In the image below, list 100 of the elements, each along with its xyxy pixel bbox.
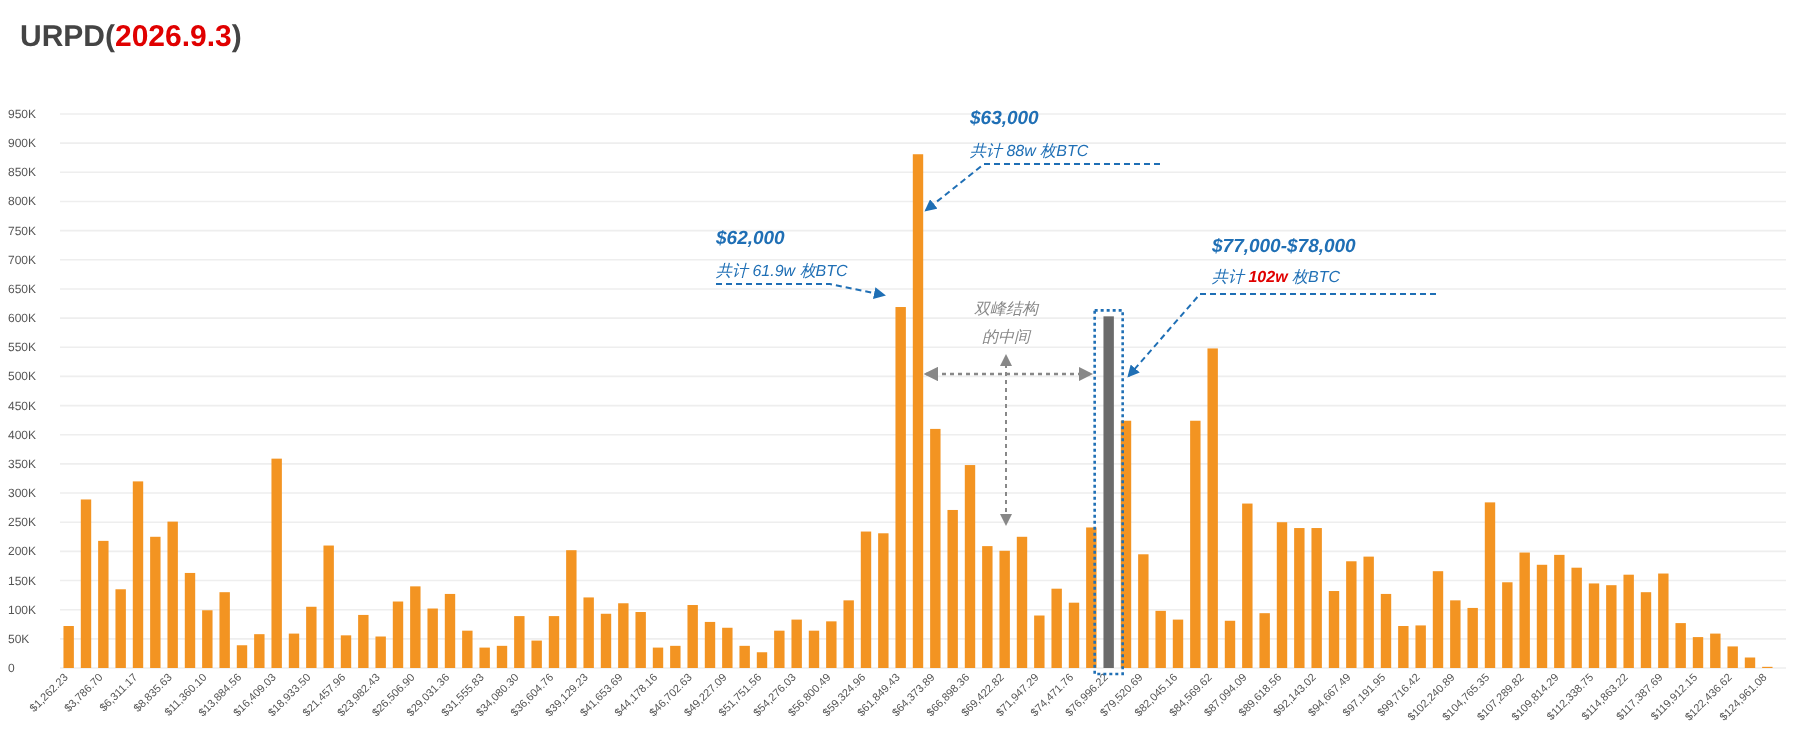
bar <box>219 592 230 668</box>
bar <box>878 533 889 668</box>
bar <box>1034 615 1045 668</box>
bar <box>583 597 594 668</box>
bar <box>1346 561 1357 668</box>
bar <box>1432 571 1444 668</box>
bar <box>63 626 74 668</box>
bar <box>98 540 109 668</box>
annotation: 共计 102w 枚BTC <box>1212 268 1341 286</box>
bar <box>1311 528 1322 668</box>
bar <box>982 546 993 668</box>
bar <box>306 606 317 668</box>
bar <box>687 605 698 668</box>
bar <box>722 627 733 668</box>
bar <box>392 601 404 668</box>
bar <box>1380 593 1392 668</box>
annotation: $63,000 <box>968 108 1041 130</box>
bar <box>843 600 854 668</box>
bar <box>1016 536 1028 668</box>
bar <box>670 645 681 668</box>
bar <box>1588 583 1600 668</box>
bar <box>1190 420 1201 668</box>
bar <box>1363 556 1374 668</box>
bar <box>930 428 941 668</box>
bar <box>288 633 300 668</box>
bar <box>184 572 196 668</box>
bar <box>566 550 577 668</box>
bar <box>427 608 438 668</box>
bar <box>375 636 386 668</box>
bar <box>635 612 646 668</box>
bar <box>514 616 525 668</box>
bar <box>1207 348 1218 668</box>
bar <box>860 531 872 668</box>
bar <box>236 645 248 668</box>
bar <box>1051 588 1062 668</box>
bar <box>791 619 802 668</box>
bar <box>202 610 213 668</box>
bar <box>254 634 265 668</box>
bar <box>132 481 144 668</box>
bar <box>167 521 178 668</box>
bar <box>756 652 768 668</box>
bar <box>600 613 612 668</box>
bar <box>1450 600 1461 668</box>
bar <box>1484 502 1496 668</box>
bar <box>115 589 126 668</box>
bar <box>826 621 837 668</box>
bar <box>947 509 958 668</box>
annotation: $62,000 <box>714 228 787 250</box>
bar <box>1554 554 1565 668</box>
bar <box>1502 582 1513 668</box>
annotation: 共计 61.9w 枚BTC <box>716 262 849 280</box>
bar <box>1536 564 1548 668</box>
bar <box>1519 552 1530 668</box>
bar <box>739 645 750 668</box>
chart-title: URPD(2026.9.3) <box>20 20 242 54</box>
bar <box>1415 625 1426 668</box>
bar <box>531 640 542 668</box>
annotation: 共计 88w 枚BTC <box>970 142 1089 160</box>
bar <box>1675 623 1686 668</box>
bar <box>479 647 490 668</box>
bar <box>80 499 92 668</box>
bar <box>1259 613 1270 668</box>
bar <box>410 586 421 668</box>
bar <box>1467 607 1478 668</box>
bar <box>548 616 560 668</box>
bar <box>1744 657 1756 668</box>
bar <box>964 465 976 668</box>
bar <box>1224 620 1236 668</box>
bar <box>774 630 785 668</box>
bar <box>1068 602 1080 668</box>
bar <box>150 536 161 668</box>
bar <box>1276 522 1288 668</box>
bar <box>618 603 629 668</box>
bar <box>340 635 352 668</box>
bar <box>444 593 456 668</box>
bar <box>912 154 924 668</box>
bar <box>358 614 369 668</box>
bar <box>271 458 282 668</box>
bar <box>1155 610 1166 668</box>
bar <box>496 645 508 668</box>
bar <box>1294 528 1305 668</box>
bar <box>1727 646 1738 668</box>
annotation: 的中间 <box>982 328 1032 346</box>
bar <box>1242 503 1253 668</box>
annotation: $77,000-$78,000 <box>1210 236 1358 258</box>
bar <box>808 630 820 668</box>
bar <box>1398 626 1409 668</box>
bar <box>1623 574 1634 668</box>
bar <box>704 621 716 668</box>
annotation: 双峰结构 <box>974 300 1040 318</box>
bar <box>462 630 473 668</box>
bar <box>895 307 906 668</box>
bar <box>1692 637 1704 668</box>
bar <box>1658 573 1669 668</box>
bar <box>323 545 334 668</box>
bar <box>1571 567 1582 668</box>
bar <box>999 550 1010 668</box>
bar <box>1606 585 1617 668</box>
bar <box>1172 619 1184 668</box>
bar <box>1710 633 1721 668</box>
